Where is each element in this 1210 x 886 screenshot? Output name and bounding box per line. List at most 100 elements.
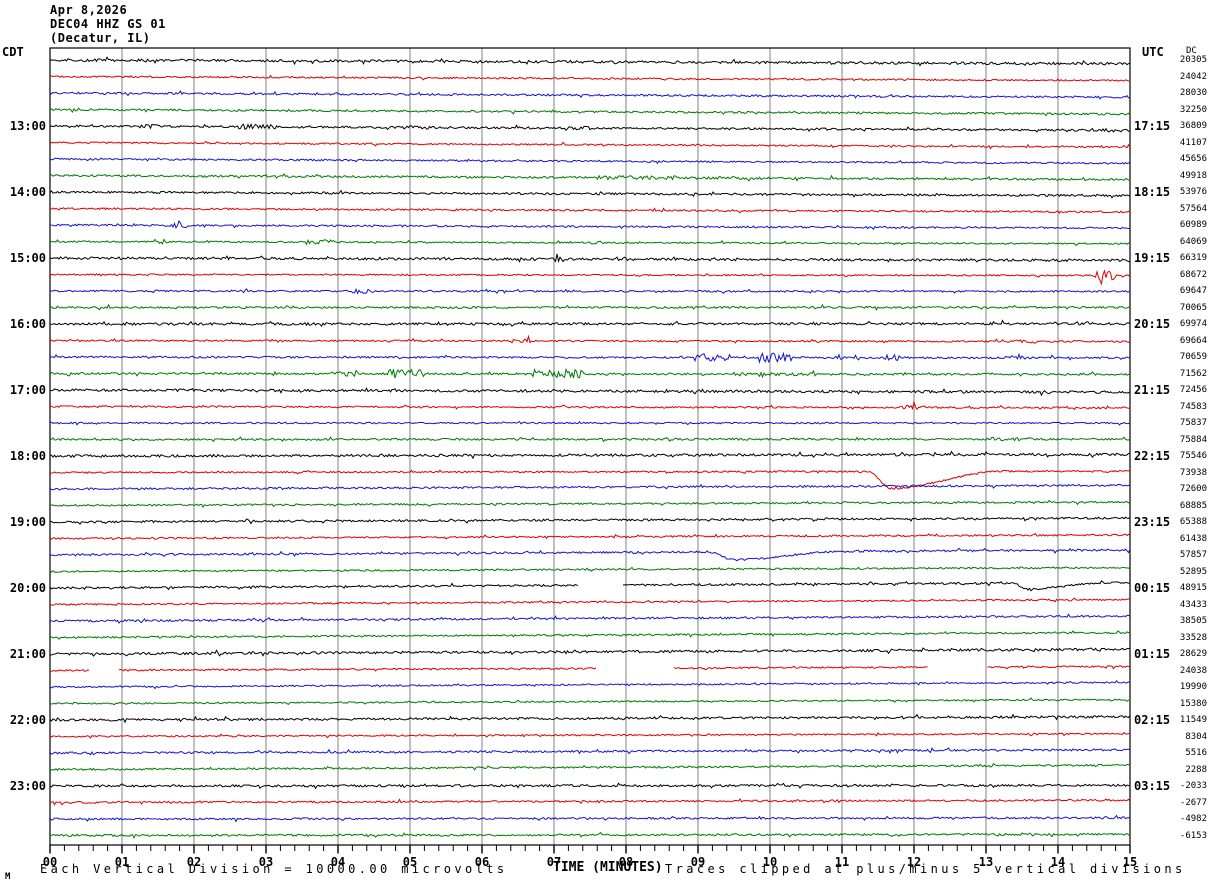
dc-value: 2288 — [1185, 765, 1207, 775]
left-time-label: 17:00 — [9, 383, 46, 397]
trace-row-24 — [49, 450, 1131, 460]
dc-value: 8304 — [1185, 732, 1207, 742]
trace-row-42 — [49, 746, 1131, 756]
dc-value: 69974 — [1179, 319, 1207, 329]
dc-value: 20305 — [1179, 55, 1207, 65]
trace-row-30 — [49, 547, 1131, 562]
trace-row-6 — [49, 157, 1131, 165]
dc-value: 75884 — [1179, 435, 1207, 445]
dc-value: 68885 — [1179, 501, 1207, 511]
trace-row-32 — [622, 580, 1131, 592]
trace-row-44 — [49, 782, 1131, 790]
dc-value: 53976 — [1179, 187, 1207, 197]
trace-row-40 — [49, 713, 1131, 724]
trace-row-45 — [49, 798, 1131, 806]
trace-row-12 — [49, 253, 1131, 264]
trace-row-38 — [49, 680, 1131, 690]
trace-row-34 — [49, 613, 1131, 624]
trace-row-16 — [49, 319, 1131, 327]
left-time-label: 15:00 — [9, 251, 46, 265]
left-time-label: 23:00 — [9, 779, 46, 793]
left-time-label: 22:00 — [9, 713, 46, 727]
left-time-label: 14:00 — [9, 185, 46, 199]
dc-value: 19990 — [1179, 682, 1207, 692]
x-tick-label: 14 — [1050, 855, 1066, 869]
left-time-label: 21:00 — [9, 647, 46, 661]
x-tick-label: 13 — [978, 855, 994, 869]
dc-value: 36809 — [1179, 121, 1207, 131]
trace-row-9 — [49, 207, 1131, 215]
dc-value: 45656 — [1179, 154, 1207, 164]
dc-value: 71562 — [1179, 369, 1207, 379]
header-station: DEC04 HHZ GS 01 — [50, 17, 166, 31]
x-tick-label: 08 — [618, 855, 634, 869]
dc-value: 48915 — [1179, 583, 1207, 593]
dc-value: 72600 — [1179, 484, 1207, 494]
right-time-label: 02:15 — [1134, 713, 1171, 727]
right-time-label: 23:15 — [1134, 515, 1171, 529]
right-time-label: 19:15 — [1134, 251, 1171, 265]
trace-row-11 — [49, 238, 1131, 247]
x-tick-label: 00 — [42, 855, 58, 869]
dc-value: 32250 — [1179, 105, 1207, 115]
left-time-label: 16:00 — [9, 317, 46, 331]
trace-row-7 — [49, 172, 1131, 182]
left-time-label: 20:00 — [9, 581, 46, 595]
dc-value: 11549 — [1179, 715, 1207, 725]
trace-row-36 — [49, 647, 1131, 657]
dc-value: 28629 — [1179, 649, 1207, 659]
left-time-label: 13:00 — [9, 119, 46, 133]
right-time-label: 01:15 — [1134, 647, 1171, 661]
dc-value: 66319 — [1179, 253, 1207, 263]
dc-value: 65388 — [1179, 517, 1207, 527]
right-time-label: 00:15 — [1134, 581, 1171, 595]
dc-value: 69664 — [1179, 336, 1207, 346]
dc-value: 33528 — [1179, 633, 1207, 643]
dc-value: 24042 — [1179, 72, 1207, 82]
trace-row-37 — [673, 665, 928, 671]
right-time-label: 18:15 — [1134, 185, 1171, 199]
left-time-label: 19:00 — [9, 515, 46, 529]
corner-mark: M — [5, 872, 11, 882]
trace-row-13 — [49, 269, 1131, 286]
trace-row-5 — [49, 140, 1131, 150]
x-tick-label: 02 — [186, 855, 202, 869]
x-tick-label: 01 — [114, 855, 130, 869]
clipping-note: Traces clipped at plus/minus 5 vertical … — [665, 862, 1186, 876]
trace-row-46 — [49, 814, 1131, 823]
dc-column-header: DC — [1186, 46, 1197, 56]
plot-frame — [49, 47, 1131, 846]
x-tick-label: 12 — [906, 855, 922, 869]
trace-row-43 — [49, 762, 1131, 772]
trace-row-4 — [49, 122, 1131, 133]
trace-row-21 — [49, 400, 1131, 411]
minute-gridlines — [121, 48, 1059, 845]
trace-row-3 — [49, 107, 1131, 117]
x-tick-label: 03 — [258, 855, 274, 869]
right-time-label: 20:15 — [1134, 317, 1171, 331]
header-location: (Decatur, IL) — [50, 31, 151, 45]
header-date: Apr 8,2026 — [50, 3, 128, 17]
x-tick-label: 04 — [330, 855, 346, 869]
trace-row-14 — [49, 287, 1131, 295]
trace-row-10 — [49, 219, 1131, 231]
dc-value: 5516 — [1185, 748, 1207, 758]
trace-row-29 — [49, 532, 1131, 541]
x-axis-ticks — [49, 845, 1131, 854]
timezone-left-label: CDT — [2, 45, 24, 59]
dc-value: 73938 — [1179, 468, 1207, 478]
dc-value: 43433 — [1179, 600, 1207, 610]
x-tick-label: 07 — [546, 855, 562, 869]
trace-row-0 — [49, 56, 1131, 67]
x-tick-label: 06 — [474, 855, 490, 869]
trace-row-39 — [49, 697, 1131, 706]
dc-value: -2677 — [1179, 798, 1207, 808]
dc-value: 68672 — [1179, 270, 1207, 280]
trace-row-26 — [49, 483, 1131, 491]
dc-value: -4982 — [1179, 814, 1207, 824]
right-time-label: 22:15 — [1134, 449, 1171, 463]
trace-row-37 — [987, 665, 1131, 670]
x-axis-title: TIME (MINUTES) — [553, 860, 663, 875]
trace-row-27 — [49, 499, 1131, 509]
